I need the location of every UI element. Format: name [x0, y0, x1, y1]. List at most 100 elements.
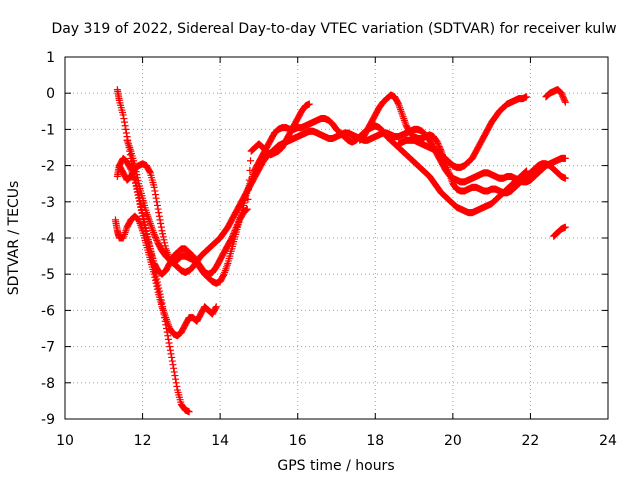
- data-point: [153, 285, 161, 293]
- y-tick-label: -2: [41, 159, 55, 175]
- x-tick-label: 16: [289, 433, 307, 449]
- y-tick-label: -7: [41, 340, 55, 356]
- data-point: [132, 168, 140, 176]
- series-track-8: [542, 86, 569, 106]
- data-point: [172, 375, 180, 383]
- data-point: [133, 171, 141, 179]
- data-point: [243, 206, 251, 214]
- data-point: [141, 221, 149, 229]
- data-point: [185, 408, 193, 416]
- data-point: [523, 93, 531, 101]
- data-point: [150, 183, 158, 191]
- y-tick-label: -3: [41, 195, 55, 211]
- data-point: [158, 227, 166, 235]
- chart-title: Day 319 of 2022, Sidereal Day-to-day VTE…: [51, 21, 616, 37]
- data-point: [219, 271, 227, 279]
- data-point: [561, 223, 569, 231]
- y-tick-label: 0: [46, 86, 55, 102]
- x-tick-label: 22: [522, 433, 540, 449]
- data-point: [150, 270, 158, 278]
- series-track-9: [550, 223, 569, 240]
- y-tick-label: -5: [41, 267, 55, 283]
- x-tick-label: 18: [366, 433, 384, 449]
- data-point: [164, 335, 172, 343]
- data-point: [137, 203, 145, 211]
- data-point: [157, 220, 165, 228]
- data-point: [394, 99, 402, 107]
- data-point: [153, 201, 161, 209]
- data-point: [153, 236, 161, 244]
- data-point: [139, 215, 147, 223]
- data-point: [133, 174, 141, 182]
- data-point: [120, 115, 128, 123]
- data-point: [153, 198, 161, 206]
- data-point: [160, 236, 168, 244]
- data-point: [159, 230, 167, 238]
- data-point: [168, 353, 176, 361]
- data-point: [151, 273, 159, 281]
- x-axis-label: GPS time / hours: [277, 458, 394, 474]
- data-point: [169, 361, 177, 369]
- data-point: [561, 98, 569, 106]
- series-track-4: [115, 115, 531, 287]
- data-point: [138, 209, 146, 217]
- y-tick-label: -1: [41, 122, 55, 138]
- data-point: [171, 372, 179, 380]
- data-point: [152, 235, 160, 243]
- x-tick-label: 20: [444, 433, 462, 449]
- data-point: [157, 223, 165, 231]
- data-point: [167, 350, 175, 358]
- data-point: [558, 91, 566, 99]
- data-point: [156, 216, 164, 224]
- data-point: [152, 276, 159, 284]
- data-point: [146, 168, 154, 176]
- data-point: [120, 118, 128, 126]
- series-track-6: [356, 91, 569, 197]
- data-point: [561, 97, 569, 105]
- data-point: [561, 174, 569, 182]
- data-point: [170, 368, 178, 376]
- data-point: [170, 364, 178, 372]
- data-point: [561, 154, 569, 162]
- x-tick-label: 24: [599, 433, 617, 449]
- y-axis-label: SDTVAR / TECUs: [6, 181, 22, 296]
- data-point: [155, 212, 163, 220]
- data-point: [161, 239, 169, 247]
- data-point: [560, 95, 568, 103]
- data-point: [131, 165, 139, 173]
- data-point: [305, 100, 313, 108]
- data-point: [151, 187, 159, 195]
- data-marks: [111, 86, 569, 416]
- data-point: [154, 205, 162, 213]
- data-point: [136, 200, 144, 208]
- data-point: [152, 279, 160, 287]
- x-tick-label: 14: [211, 433, 229, 449]
- data-point: [166, 343, 174, 351]
- x-tick-label: 12: [134, 433, 152, 449]
- data-point: [172, 379, 180, 387]
- y-tick-label: -8: [41, 376, 55, 392]
- data-point: [122, 125, 130, 133]
- data-point: [164, 332, 172, 340]
- data-point: [212, 303, 220, 311]
- data-point: [131, 162, 139, 170]
- data-point: [142, 227, 150, 235]
- data-point: [557, 89, 565, 97]
- y-tick-label: -9: [41, 412, 55, 428]
- data-point: [434, 140, 442, 148]
- data-point: [166, 346, 174, 354]
- data-point: [559, 94, 567, 102]
- data-point: [135, 197, 143, 205]
- x-tick-label: 10: [56, 433, 74, 449]
- data-point: [121, 122, 129, 130]
- data-point: [152, 191, 159, 199]
- data-point: [119, 111, 127, 119]
- data-point: [152, 233, 159, 241]
- data-point: [559, 92, 567, 100]
- y-tick-label: 1: [46, 50, 55, 66]
- y-tick-label: -4: [41, 231, 55, 247]
- data-point: [435, 143, 443, 151]
- series-track-7: [395, 93, 531, 171]
